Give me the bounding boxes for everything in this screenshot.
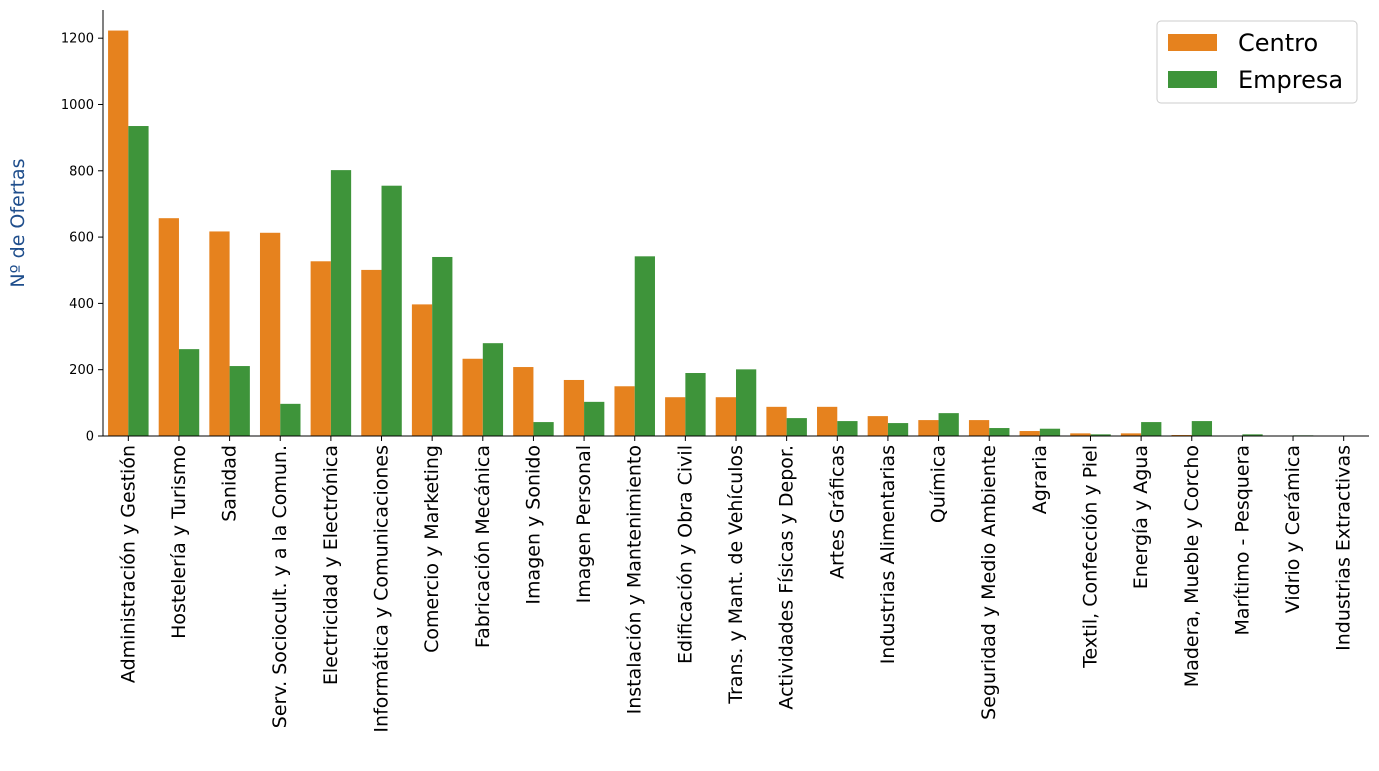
legend: Centro Empresa [1156, 20, 1358, 104]
bar-centro-19 [1070, 433, 1091, 436]
x-tick-label-14: Artes Gráficas [826, 445, 848, 579]
y-tick-label-400: 400 [69, 297, 94, 312]
bar-empresa-16 [938, 413, 959, 436]
x-tick-label-3: Serv. Sociocult. y a la Comun. [269, 445, 291, 728]
y-tick-label-1200: 1200 [61, 32, 94, 47]
x-tick-labels-group: Administración y Gestión Hostelería y Tur… [117, 436, 1355, 733]
bar-centro-20 [1120, 433, 1142, 436]
bar-empresa-9 [584, 401, 605, 436]
bar-empresa-22 [1242, 434, 1263, 436]
x-tick-label-22: Marítimo - Pesquera [1231, 445, 1253, 636]
x-tick-label-4: Electricidad y Electrónica [320, 445, 342, 685]
bars-group [108, 30, 1314, 437]
bar-empresa-21 [1191, 421, 1213, 436]
y-tick-label-600: 600 [69, 231, 94, 246]
bar-centro-15 [867, 416, 888, 436]
y-tick-label-800: 800 [69, 164, 94, 179]
x-tick-label-8: Imagen y Sonido [522, 445, 544, 605]
x-tick-label-19: Textil, Confección y Piel [1079, 445, 1101, 669]
bar-empresa-15 [887, 423, 909, 436]
bar-centro-1 [158, 218, 179, 436]
y-tick-label-0: 0 [86, 430, 94, 445]
x-tick-label-23: Vidrio y Cerámica [1282, 445, 1304, 613]
bar-centro-0 [108, 30, 129, 437]
x-tick-label-15: Industrias Alimentarias [877, 445, 899, 664]
bar-centro-14 [817, 406, 838, 436]
bar-empresa-4 [330, 170, 352, 436]
x-tick-label-11: Edificación y Obra Civil [674, 445, 696, 664]
x-tick-label-7: Fabricación Mecánica [472, 445, 494, 648]
bar-empresa-20 [1141, 422, 1162, 436]
bar-empresa-12 [736, 369, 757, 436]
y-tick-label-1000: 1000 [61, 98, 94, 113]
bar-empresa-19 [1090, 434, 1111, 436]
bar-centro-7 [462, 358, 483, 436]
y-axis-label: Nº de Ofertas [7, 158, 29, 287]
bar-empresa-18 [1039, 428, 1061, 436]
legend-label-centro: Centro [1238, 29, 1318, 57]
bar-centro-6 [411, 304, 433, 436]
bar-centro-4 [310, 261, 331, 436]
bar-centro-13 [766, 406, 787, 436]
x-tick-label-20: Energía y Agua [1130, 445, 1152, 589]
bar-centro-16 [918, 420, 939, 436]
x-tick-label-17: Seguridad y Medio Ambiente [978, 445, 1000, 720]
bar-empresa-1 [178, 349, 200, 436]
bar-centro-9 [563, 379, 585, 436]
bar-centro-17 [968, 420, 990, 436]
y-ticks-group: 0 200 400 600 800 1000 1200 [61, 32, 103, 445]
bar-empresa-6 [432, 256, 453, 436]
bar-centro-3 [259, 232, 281, 436]
bar-centro-18 [1019, 431, 1040, 436]
legend-label-empresa: Empresa [1238, 66, 1343, 94]
x-tick-label-24: Industrias Extractivas [1333, 445, 1355, 651]
bar-empresa-11 [685, 373, 706, 436]
x-tick-label-21: Madera, Mueble y Corcho [1181, 445, 1203, 687]
x-tick-label-6: Comercio y Marketing [421, 445, 443, 653]
bar-centro-12 [715, 397, 736, 436]
x-tick-label-12: Trans. y Mant. de Vehículos [725, 445, 747, 705]
legend-swatch-empresa [1168, 71, 1217, 88]
bar-centro-8 [513, 367, 534, 436]
x-tick-label-0: Administración y Gestión [117, 445, 139, 683]
bar-empresa-7 [482, 343, 504, 436]
x-tick-label-2: Sanidad [219, 445, 241, 522]
x-tick-label-5: Informática y Comunicaciones [371, 445, 393, 733]
bar-empresa-8 [533, 422, 554, 436]
y-tick-label-200: 200 [69, 363, 94, 378]
x-tick-label-9: Imagen Personal [573, 445, 595, 603]
bar-empresa-13 [786, 418, 807, 436]
bar-centro-2 [209, 231, 230, 436]
bar-empresa-10 [634, 256, 655, 436]
bar-empresa-14 [837, 421, 858, 436]
bar-centro-10 [614, 386, 635, 436]
bar-empresa-5 [381, 185, 402, 436]
bar-empresa-2 [229, 366, 250, 436]
bar-empresa-0 [128, 126, 149, 436]
x-tick-label-13: Actividades Físicas y Depor. [776, 445, 798, 710]
x-tick-label-16: Química [928, 445, 950, 523]
bar-empresa-17 [989, 428, 1010, 436]
bar-empresa-3 [280, 403, 301, 436]
x-tick-label-10: Instalación y Mantenimiento [624, 445, 646, 714]
x-tick-label-1: Hostelería y Turismo [168, 445, 190, 639]
bar-centro-5 [361, 269, 382, 436]
x-tick-label-18: Agraria [1029, 445, 1051, 514]
legend-swatch-centro [1168, 34, 1217, 51]
bar-centro-11 [665, 397, 686, 436]
